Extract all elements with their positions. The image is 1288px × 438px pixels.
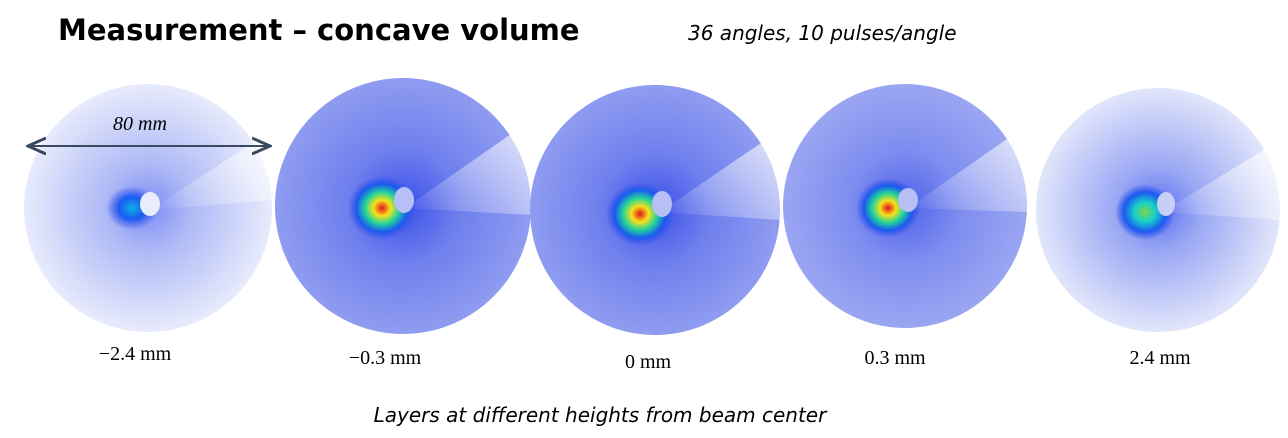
layer-image (530, 85, 780, 335)
title: Measurement – concave volume (58, 13, 580, 47)
caption: Layers at different heights from beam ce… (374, 403, 828, 427)
layer-labels: −2.4 mm −0.3 mm 0 mm 0.3 mm 2.4 mm (99, 343, 1191, 373)
layer-label: 0 mm (625, 351, 672, 373)
subtitle: 36 angles, 10 pulses/angle (688, 21, 957, 45)
layer-label: −0.3 mm (349, 347, 422, 369)
slide: Measurement – concave volume 36 angles, … (0, 0, 1288, 438)
layer-label: 2.4 mm (1129, 347, 1191, 369)
layer-image (783, 84, 1027, 328)
layer-image (275, 78, 531, 334)
layer-label: −2.4 mm (99, 343, 172, 365)
layer-image (1036, 88, 1280, 332)
layer-label: 0.3 mm (864, 347, 926, 369)
scale-label: 80 mm (113, 113, 167, 135)
